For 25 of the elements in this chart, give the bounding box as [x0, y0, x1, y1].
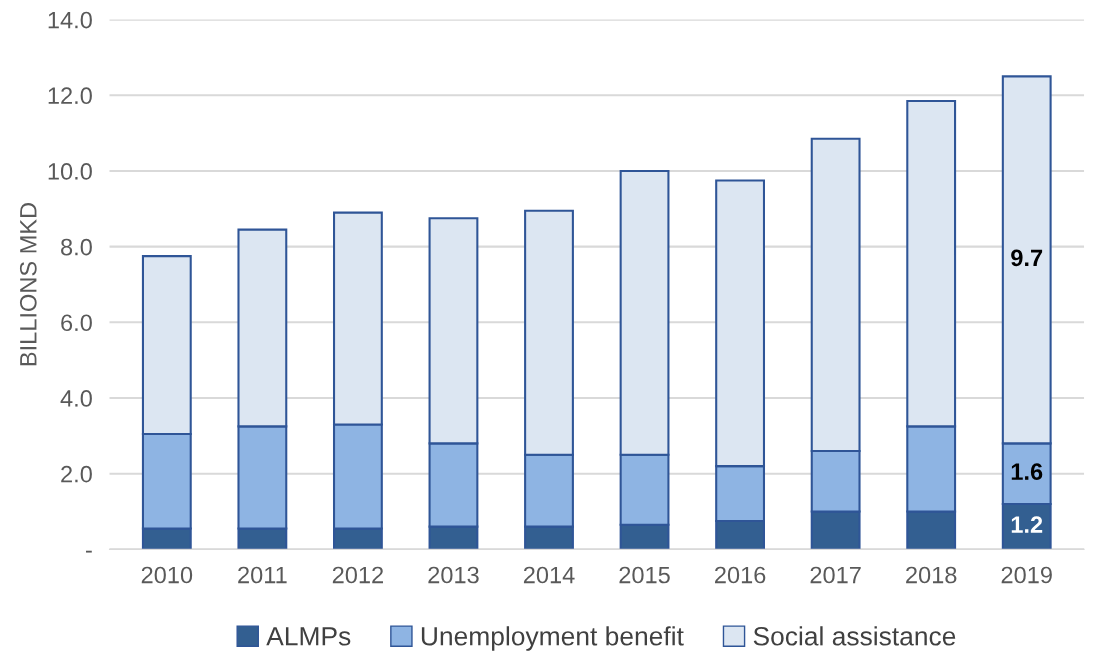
x-tick-label: 2012 [332, 566, 383, 584]
legend-label: ALMPs [266, 627, 351, 646]
y-tick-label: 14.0 [48, 11, 92, 29]
legend-label: Unemployment benefit [421, 626, 684, 651]
x-tick-label: 2018 [906, 566, 957, 584]
x-tick-label: 2016 [715, 566, 766, 584]
y-tick-label: 2.0 [61, 465, 92, 483]
y-axis-title: BILLIONS MKD [19, 202, 37, 366]
y-tick-label: 6.0 [61, 314, 92, 332]
data-label: 1.2 [1011, 516, 1043, 533]
y-tick-label: 10.0 [48, 163, 92, 180]
y-tick-label: - [86, 550, 92, 553]
x-tick-label: 2017 [810, 566, 861, 584]
y-tick-label: 4.0 [60, 390, 92, 407]
x-tick-label: 2015 [619, 566, 670, 584]
legend-label: Social assistance [753, 626, 956, 646]
x-tick-label: 2013 [428, 566, 479, 584]
data-label: 9.7 [1011, 249, 1043, 267]
x-tick-label: 2010 [141, 566, 193, 584]
y-tick-label: 8.0 [61, 238, 92, 256]
x-tick-label: 2014 [523, 566, 575, 584]
x-tick-label: 2019 [1001, 566, 1052, 584]
data-label: 1.6 [1011, 463, 1043, 481]
y-tick-label: 12.0 [48, 87, 92, 105]
x-tick-label: 2011 [238, 566, 287, 584]
